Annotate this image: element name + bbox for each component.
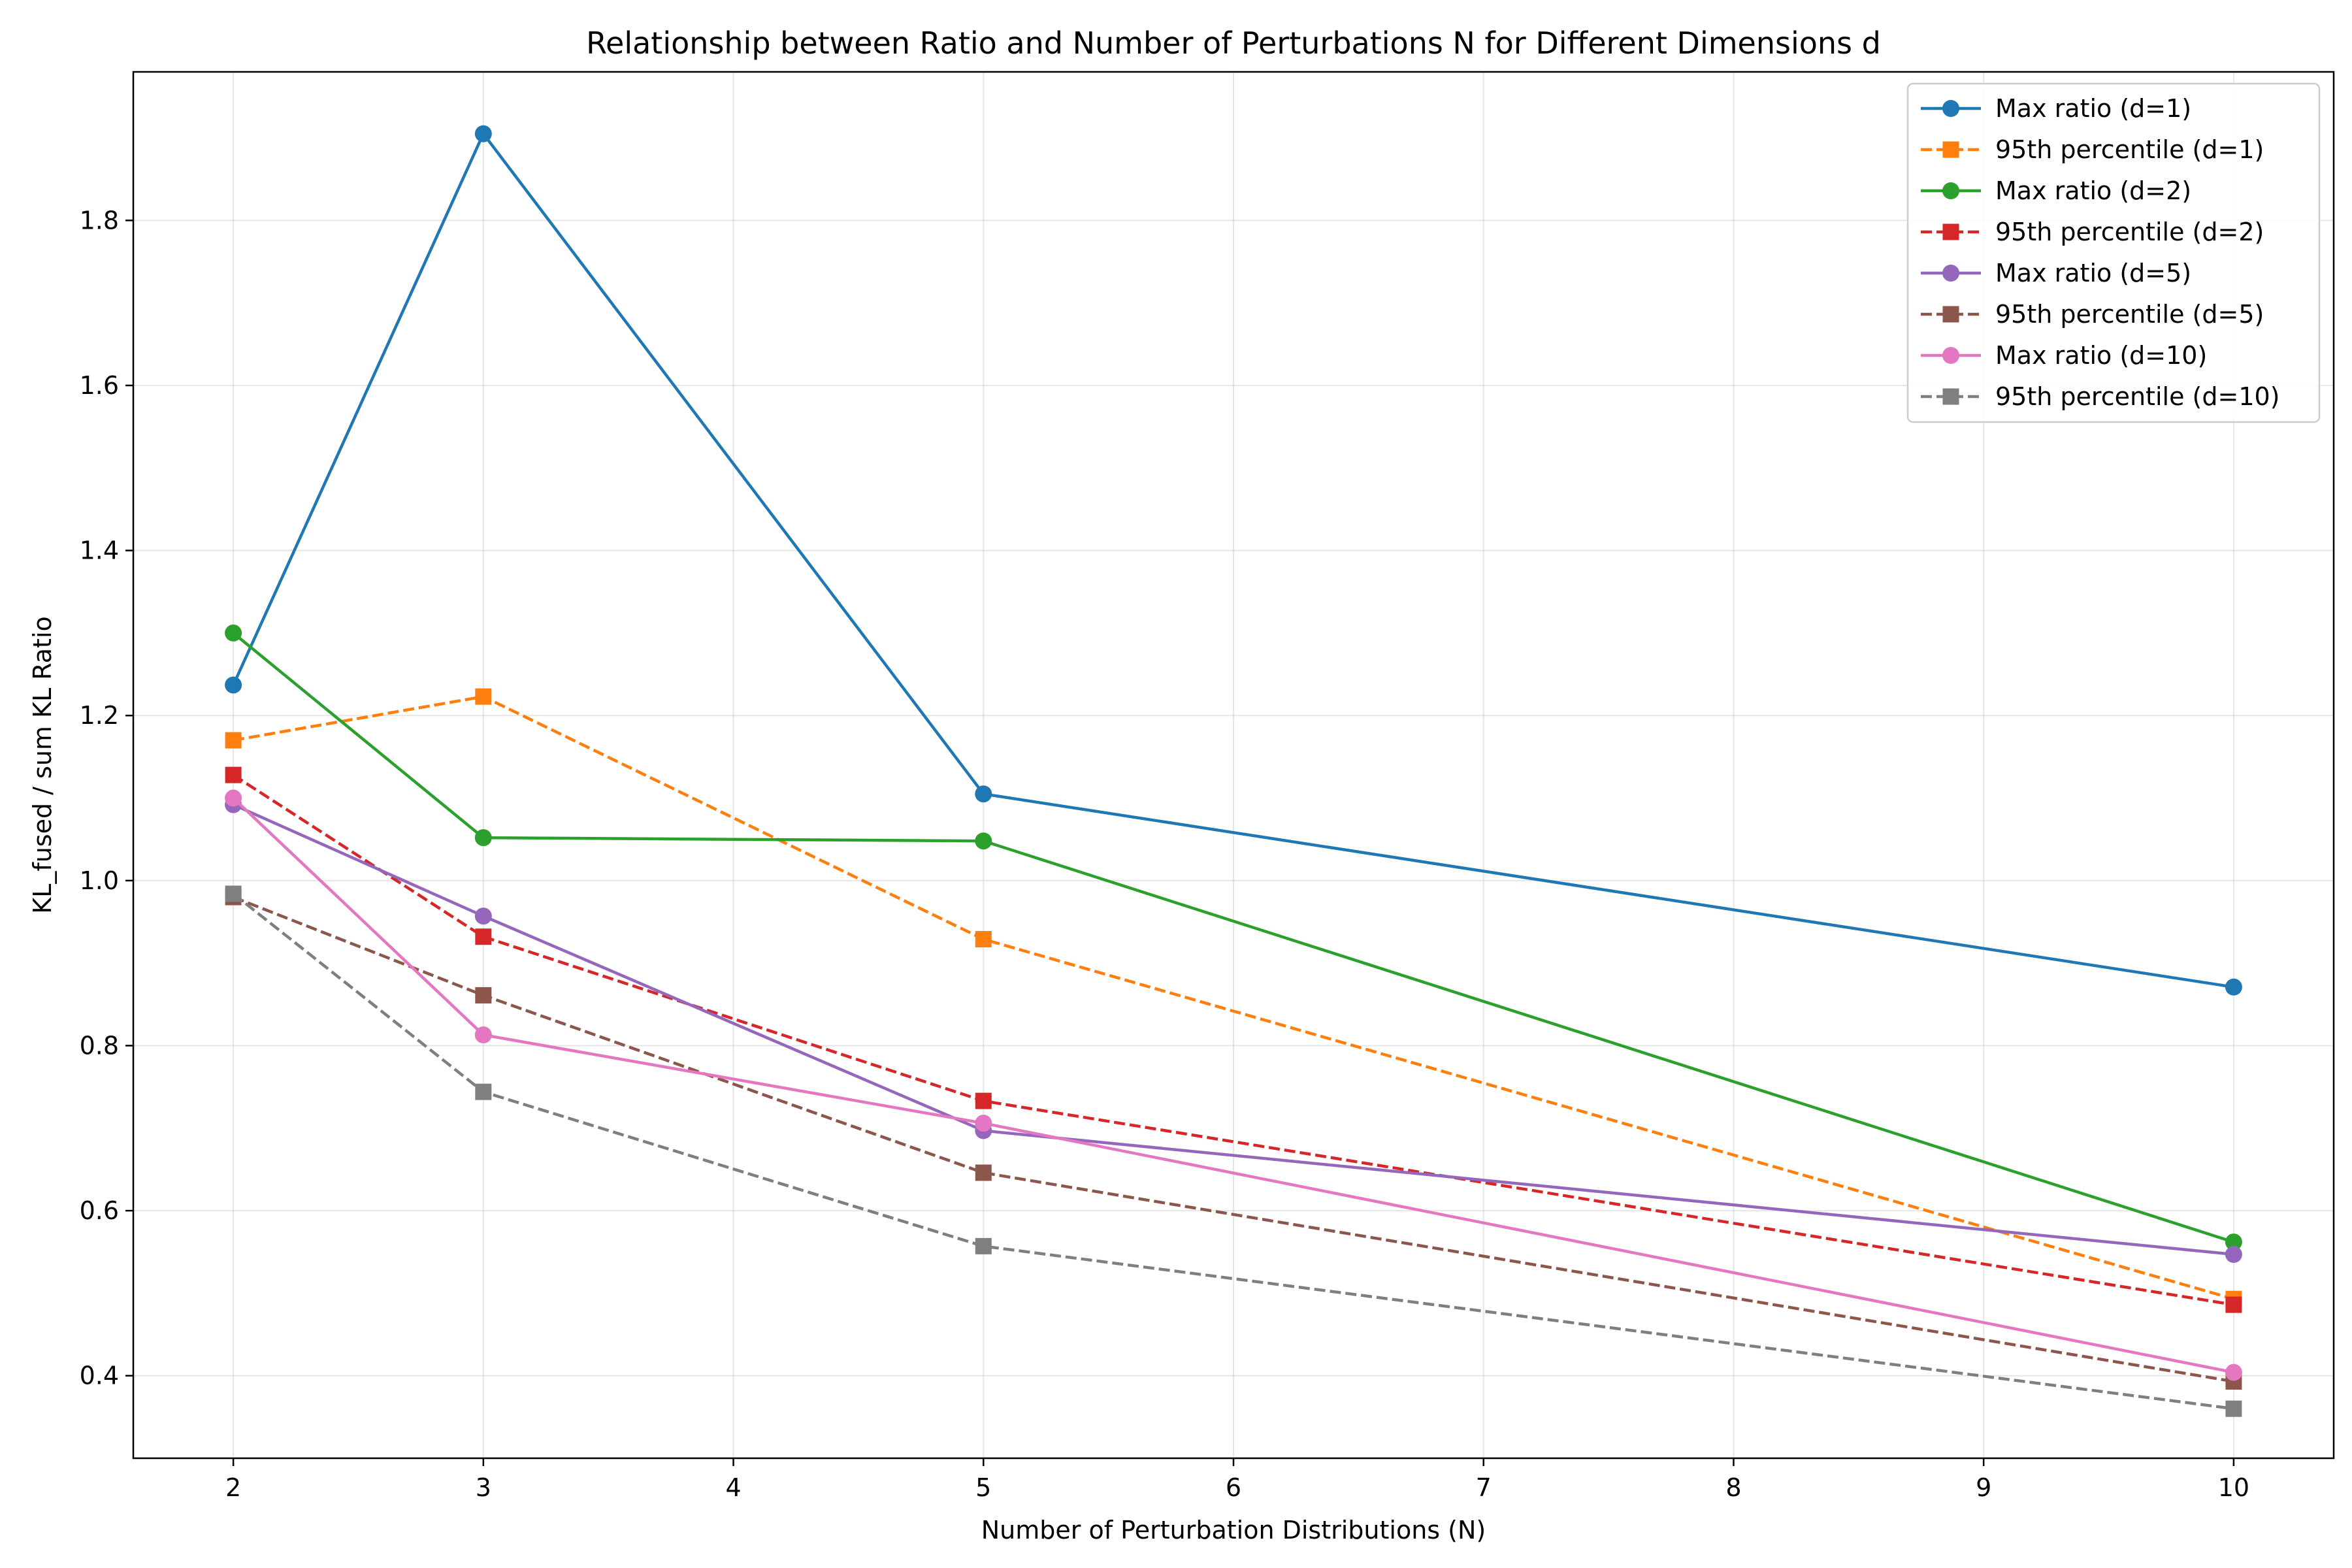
data-point xyxy=(2225,978,2242,996)
data-point xyxy=(225,732,242,749)
data-point xyxy=(975,1164,992,1181)
legend-marker xyxy=(1942,223,1959,240)
x-tick-label: 10 xyxy=(2218,1473,2249,1502)
y-tick-label: 1.6 xyxy=(80,371,119,400)
legend-label: 95th percentile (d=2) xyxy=(1995,218,2264,246)
data-point xyxy=(2225,1233,2242,1251)
legend-label: 95th percentile (d=1) xyxy=(1995,135,2264,164)
legend-marker xyxy=(1942,141,1959,158)
x-tick-label: 6 xyxy=(1226,1473,1241,1502)
data-point xyxy=(2225,1296,2242,1313)
series-4 xyxy=(225,766,2242,1313)
data-point xyxy=(474,125,492,142)
y-tick-label: 0.4 xyxy=(80,1362,119,1390)
x-tick-label: 4 xyxy=(725,1473,741,1502)
series-7 xyxy=(225,789,2242,1381)
y-tick-label: 1.2 xyxy=(80,701,119,730)
series-8 xyxy=(225,885,2242,1417)
y-tick-label: 1.0 xyxy=(80,866,119,895)
legend-marker xyxy=(1942,182,1959,199)
x-tick-label: 7 xyxy=(1476,1473,1492,1502)
series-line xyxy=(232,632,2234,1244)
data-point xyxy=(475,688,492,705)
data-point xyxy=(2225,1400,2242,1417)
series-line xyxy=(233,803,2234,1256)
legend-label: Max ratio (d=5) xyxy=(1995,259,2191,287)
series-3 xyxy=(225,624,2242,1251)
y-tick-label: 1.4 xyxy=(80,536,119,565)
legend-item: Max ratio (d=5) xyxy=(1921,259,2191,287)
x-tick-label: 8 xyxy=(1725,1473,1741,1502)
legend-item: 95th percentile (d=1) xyxy=(1921,135,2264,164)
data-point xyxy=(475,1083,492,1100)
legend-item: Max ratio (d=10) xyxy=(1921,341,2207,370)
legend-label: Max ratio (d=2) xyxy=(1995,176,2191,205)
y-tick-label: 0.6 xyxy=(80,1196,119,1225)
data-point xyxy=(2225,1364,2242,1381)
data-point xyxy=(975,1115,992,1132)
legend-label: Max ratio (d=1) xyxy=(1995,94,2191,123)
data-point xyxy=(475,928,492,945)
data-point xyxy=(475,987,492,1004)
x-tick-label: 5 xyxy=(975,1473,991,1502)
x-tick-label: 9 xyxy=(1976,1473,1991,1502)
legend-item: Max ratio (d=2) xyxy=(1921,176,2191,205)
legend-marker xyxy=(1942,306,1959,323)
data-point xyxy=(975,785,992,803)
series-line xyxy=(232,892,2234,1411)
legend-box xyxy=(1906,82,2321,423)
legend: Max ratio (d=1) 95th percentile (d=1) Max … xyxy=(1906,82,2321,423)
legend-marker xyxy=(1942,347,1959,364)
series-layer xyxy=(225,125,2242,1417)
data-point xyxy=(225,789,242,807)
x-axis-label: Number of Perturbation Distributions (N) xyxy=(981,1516,1486,1544)
series-line xyxy=(233,694,2234,1301)
data-point xyxy=(975,1237,992,1254)
data-point xyxy=(474,1026,492,1044)
data-point xyxy=(474,829,492,847)
legend-marker xyxy=(1942,388,1959,405)
data-point xyxy=(2225,1246,2242,1264)
data-point xyxy=(474,907,492,925)
series-line xyxy=(232,132,2234,989)
y-axis-label: KL_fused / sum KL Ratio xyxy=(28,616,57,914)
axis-ticks: 2 3 4 5 6 7 8 9 10 0.4 0.6 0.8 1.0 1.2 1.4 1.6 1.8 xyxy=(80,206,2250,1502)
legend-item: 95th percentile (d=2) xyxy=(1921,218,2264,246)
data-point xyxy=(975,931,992,948)
data-point xyxy=(975,832,992,850)
data-point xyxy=(225,885,242,902)
y-tick-label: 1.8 xyxy=(80,206,119,235)
data-point xyxy=(225,676,242,694)
legend-marker xyxy=(1942,265,1959,282)
series-line xyxy=(233,896,2234,1383)
legend-marker xyxy=(1942,100,1959,117)
series-line xyxy=(232,774,2234,1307)
data-point xyxy=(975,1092,992,1109)
chart-title: Relationship between Ratio and Number of… xyxy=(586,25,1881,61)
x-tick-label: 2 xyxy=(225,1473,241,1502)
data-point xyxy=(225,624,242,642)
legend-item: 95th percentile (d=10) xyxy=(1921,382,2280,411)
legend-label: 95th percentile (d=5) xyxy=(1995,300,2264,329)
legend-label: 95th percentile (d=10) xyxy=(1995,382,2280,411)
data-point xyxy=(225,766,242,783)
legend-label: Max ratio (d=10) xyxy=(1995,341,2207,370)
series-1 xyxy=(225,125,2242,996)
legend-item: 95th percentile (d=5) xyxy=(1921,300,2264,329)
legend-item: Max ratio (d=1) xyxy=(1921,94,2191,123)
y-tick-label: 0.8 xyxy=(80,1031,119,1060)
x-tick-label: 3 xyxy=(476,1473,491,1502)
series-line xyxy=(232,796,2234,1374)
